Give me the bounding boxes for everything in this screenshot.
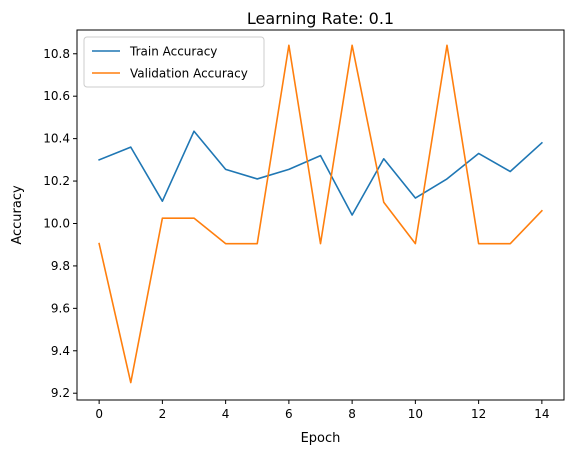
y-axis-label: Accuracy xyxy=(10,185,25,245)
y-tick-label: 9.2 xyxy=(51,386,70,400)
legend: Train Accuracy Validation Accuracy xyxy=(84,37,264,87)
x-tick-label: 14 xyxy=(534,407,549,421)
y-tick-label: 10.4 xyxy=(43,132,70,146)
x-tick-label: 2 xyxy=(159,407,167,421)
x-tick-label: 6 xyxy=(285,407,293,421)
y-tick-label: 9.6 xyxy=(51,301,70,315)
x-axis-label: Epoch xyxy=(301,431,341,446)
x-tick-label: 0 xyxy=(95,407,103,421)
y-tick-label: 10.6 xyxy=(43,89,70,103)
legend-label: Train Accuracy xyxy=(129,45,217,59)
x-tick-label: 4 xyxy=(222,407,230,421)
x-tick-label: 10 xyxy=(408,407,423,421)
chart-title: Learning Rate: 0.1 xyxy=(247,9,394,28)
y-tick-label: 9.8 xyxy=(51,259,70,273)
y-tick-label: 10.8 xyxy=(43,47,70,61)
legend-label: Validation Accuracy xyxy=(130,67,248,81)
y-tick-label: 9.4 xyxy=(51,344,70,358)
y-tick-label: 10.0 xyxy=(43,216,70,230)
y-tick-label: 10.2 xyxy=(43,174,70,188)
x-tick-label: 12 xyxy=(471,407,486,421)
x-tick-label: 8 xyxy=(348,407,356,421)
